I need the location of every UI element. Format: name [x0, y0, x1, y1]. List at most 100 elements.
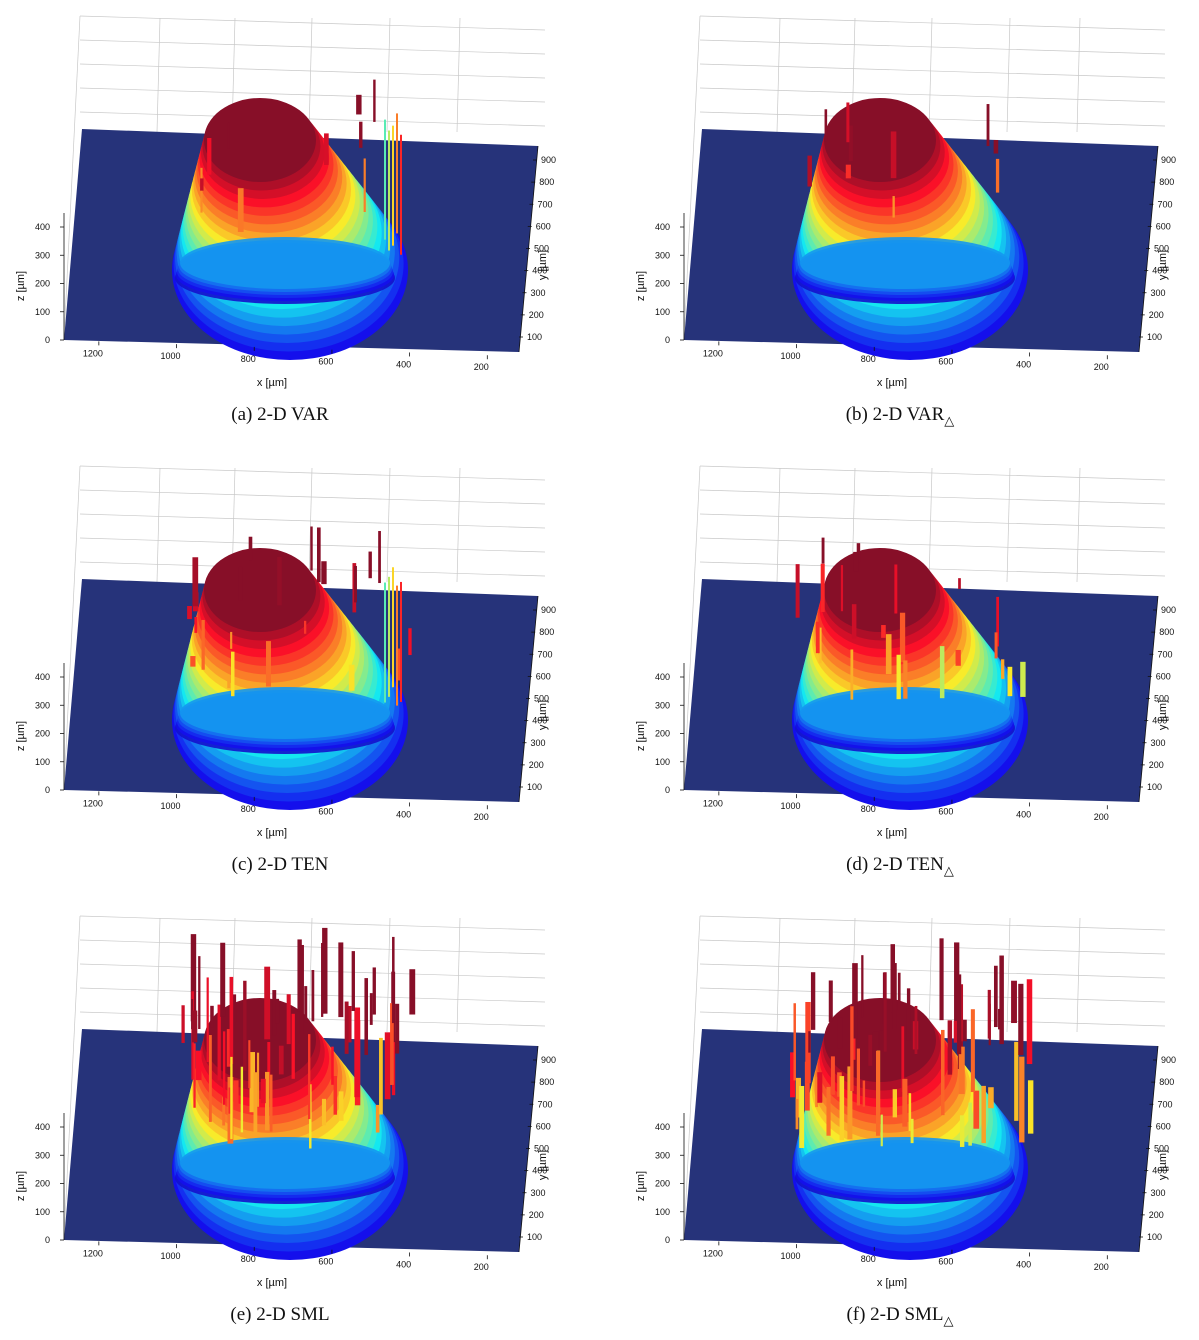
x-axis-label: x [µm] — [257, 377, 287, 389]
z-axis-label: z [µm] — [15, 271, 27, 301]
surface-spikes — [795, 537, 1026, 700]
z-tick-label: 300 — [655, 250, 670, 260]
y-tick-label: 200 — [529, 310, 544, 320]
z-tick-label: 300 — [35, 1150, 50, 1160]
z-tick-label: 200 — [655, 279, 670, 289]
z-tick-label: 100 — [655, 757, 670, 767]
y-axis-label: y [µm] — [537, 1150, 549, 1180]
x-tick-label: 800 — [861, 1254, 876, 1264]
panel-b: 0 100 200 300 400 1200 1000 800 600 400 200 100 200 3… — [620, 0, 1180, 440]
z-tick-label: 300 — [35, 250, 50, 260]
x-tick-label: 1200 — [83, 1248, 103, 1258]
panel-a: 0 100 200 300 400 1200 1000 800 600 400 200 100 200 3… — [0, 0, 560, 440]
x-axis-label: x [µm] — [877, 827, 907, 839]
z-tick-label: 300 — [35, 700, 50, 710]
y-axis-label: y [µm] — [537, 700, 549, 730]
x-tick-label: 1200 — [703, 798, 723, 808]
y-tick-label: 300 — [531, 1188, 546, 1198]
y-tick-label: 900 — [541, 605, 556, 615]
x-tick-label: 600 — [318, 1257, 333, 1267]
x-tick-label: 400 — [396, 809, 411, 819]
z-tick-label: 0 — [45, 785, 50, 795]
y-tick-label: 700 — [1158, 649, 1173, 659]
x-tick-label: 800 — [861, 354, 876, 364]
caption-subscript: △ — [943, 862, 954, 878]
surface-spikes — [181, 927, 416, 1149]
surface-spikes — [187, 526, 412, 706]
y-tick-label: 400 — [1152, 716, 1167, 726]
y-tick-label: 100 — [527, 332, 542, 342]
panel-f: 0 100 200 300 400 1200 1000 800 600 400 200 100 200 3… — [620, 900, 1180, 1340]
y-tick-label: 800 — [539, 1077, 554, 1087]
y-tick-label: 700 — [538, 1099, 553, 1109]
z-tick-label: 400 — [35, 222, 50, 232]
caption-subscript: △ — [943, 1312, 954, 1328]
y-axis-label: y [µm] — [1157, 1150, 1169, 1180]
y-tick-label: 200 — [1149, 760, 1164, 770]
y-tick-label: 800 — [1159, 1077, 1174, 1087]
panel-c: 0 100 200 300 400 1200 1000 800 600 400 200 100 200 3… — [0, 450, 560, 890]
x-tick-label: 1000 — [781, 1251, 801, 1261]
y-tick-label: 600 — [536, 1121, 551, 1131]
surface-spikes — [807, 102, 1000, 218]
y-tick-label: 900 — [541, 155, 556, 165]
grid-lines — [683, 915, 1166, 1241]
z-tick-label: 100 — [655, 1207, 670, 1217]
y-tick-label: 200 — [1149, 1210, 1164, 1220]
z-tick-label: 200 — [35, 279, 50, 289]
z-axis-label: z [µm] — [635, 721, 647, 751]
z-tick-label: 100 — [35, 307, 50, 317]
x-tick-label: 1200 — [83, 798, 103, 808]
axes — [63, 1045, 539, 1253]
y-tick-label: 500 — [1154, 1144, 1169, 1154]
z-tick-label: 200 — [655, 729, 670, 739]
panel-d: 0 100 200 300 400 1200 1000 800 600 400 200 100 200 3… — [620, 450, 1180, 890]
z-axis-label: z [µm] — [635, 1171, 647, 1201]
y-tick-label: 700 — [1158, 199, 1173, 209]
x-tick-label: 800 — [241, 1254, 256, 1264]
grid-lines — [683, 465, 1166, 791]
y-tick-label: 400 — [1152, 266, 1167, 276]
axes — [63, 145, 539, 353]
z-tick-label: 400 — [655, 222, 670, 232]
surface-spikes — [200, 79, 402, 255]
surface-plot-f: 0 100 200 300 400 1200 1000 800 600 400 200 100 200 3… — [635, 915, 1176, 1289]
x-axis-label: x [µm] — [257, 827, 287, 839]
y-tick-label: 800 — [1159, 627, 1174, 637]
y-tick-label: 400 — [532, 266, 547, 276]
y-tick-label: 300 — [1151, 288, 1166, 298]
y-tick-label: 200 — [529, 1210, 544, 1220]
surface-plot-b: 0 100 200 300 400 1200 1000 800 600 400 200 100 200 3… — [635, 15, 1176, 389]
y-tick-label: 900 — [1161, 1055, 1176, 1065]
y-tick-label: 600 — [1156, 1121, 1171, 1131]
x-axis-label: x [µm] — [257, 1277, 287, 1289]
caption-a: (a) 2-D VAR — [0, 404, 560, 426]
x-tick-label: 400 — [1016, 809, 1031, 819]
y-tick-label: 800 — [539, 627, 554, 637]
caption-text: (f) 2-D SML — [846, 1304, 944, 1325]
y-tick-label: 700 — [1158, 1099, 1173, 1109]
y-tick-label: 400 — [1152, 1166, 1167, 1176]
y-tick-label: 300 — [1151, 738, 1166, 748]
x-tick-label: 200 — [1094, 1262, 1109, 1272]
surface-blob — [172, 98, 408, 360]
z-tick-label: 0 — [665, 335, 670, 345]
z-tick-label: 400 — [35, 1122, 50, 1132]
x-tick-label: 200 — [474, 1262, 489, 1272]
surface-plot-e: 0 100 200 300 400 1200 1000 800 600 400 200 100 200 3… — [15, 915, 556, 1289]
x-tick-label: 1200 — [703, 1248, 723, 1258]
y-axis-label: y [µm] — [1157, 700, 1169, 730]
x-tick-label: 400 — [396, 1259, 411, 1269]
y-tick-label: 500 — [1154, 244, 1169, 254]
z-tick-label: 200 — [655, 1179, 670, 1189]
surface-blob — [792, 98, 1028, 360]
panel-e: 0 100 200 300 400 1200 1000 800 600 400 200 100 200 3… — [0, 900, 560, 1340]
z-axis-label: z [µm] — [15, 1171, 27, 1201]
z-tick-label: 100 — [35, 757, 50, 767]
y-tick-label: 200 — [1149, 310, 1164, 320]
x-tick-label: 600 — [938, 1257, 953, 1267]
x-tick-label: 800 — [861, 804, 876, 814]
y-tick-label: 100 — [527, 782, 542, 792]
y-tick-label: 100 — [1147, 332, 1162, 342]
y-tick-label: 800 — [539, 177, 554, 187]
